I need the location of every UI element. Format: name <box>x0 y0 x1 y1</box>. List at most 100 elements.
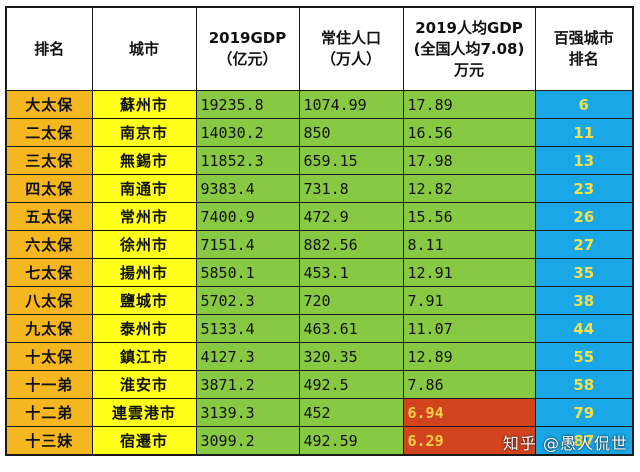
header-population: 常住人口 （万人） <box>298 6 404 91</box>
per-capita-gdp-cell: 6.29 <box>402 426 536 456</box>
rank-cell: 八太保 <box>5 286 93 315</box>
header-gdp: 2019GDP （亿元） <box>195 6 300 91</box>
header-row: 排名 城市 2019GDP （亿元） 常住人口 （万人） 2019人均GDP (全国人… <box>5 6 634 91</box>
gdp-cell: 7151.4 <box>195 230 300 259</box>
table-row: 四太保 南通市 9383.4 731.8 12.82 23 <box>5 174 634 203</box>
table-row: 三太保 無錫市 11852.3 659.15 17.98 13 <box>5 146 634 175</box>
top100-rank-cell: 6 <box>534 90 634 119</box>
gdp-cell: 11852.3 <box>195 146 300 175</box>
city-cell: 無錫市 <box>91 146 197 175</box>
per-capita-gdp-cell: 16.56 <box>402 118 536 147</box>
table-row: 十太保 鎮江市 4127.3 320.35 12.89 55 <box>5 342 634 371</box>
per-capita-gdp-cell: 8.11 <box>402 230 536 259</box>
per-capita-gdp-cell: 12.82 <box>402 174 536 203</box>
gdp-cell: 5702.3 <box>195 286 300 315</box>
gdp-ranking-table: 排名 城市 2019GDP （亿元） 常住人口 （万人） 2019人均GDP (全国人… <box>5 6 634 456</box>
city-cell: 連雲港市 <box>91 398 197 427</box>
population-cell: 731.8 <box>298 174 404 203</box>
gdp-cell: 7400.9 <box>195 202 300 231</box>
top100-rank-cell: 55 <box>534 342 634 371</box>
city-cell: 常州市 <box>91 202 197 231</box>
gdp-cell: 3139.3 <box>195 398 300 427</box>
rank-cell: 四太保 <box>5 174 93 203</box>
population-cell: 452 <box>298 398 404 427</box>
top100-rank-cell: 27 <box>534 230 634 259</box>
population-cell: 850 <box>298 118 404 147</box>
rank-cell: 十二弟 <box>5 398 93 427</box>
top100-rank-cell: 58 <box>534 370 634 399</box>
rank-cell: 十一弟 <box>5 370 93 399</box>
table-row: 大太保 蘇州市 19235.8 1074.99 17.89 6 <box>5 90 634 119</box>
city-cell: 淮安市 <box>91 370 197 399</box>
gdp-cell: 9383.4 <box>195 174 300 203</box>
per-capita-gdp-cell: 7.91 <box>402 286 536 315</box>
header-per-capita-gdp: 2019人均GDP (全国人均7.08) 万元 <box>402 6 536 91</box>
population-cell: 659.15 <box>298 146 404 175</box>
population-cell: 472.9 <box>298 202 404 231</box>
rank-cell: 十太保 <box>5 342 93 371</box>
top100-rank-cell: 79 <box>534 398 634 427</box>
per-capita-gdp-cell: 17.89 <box>402 90 536 119</box>
table-row: 十一弟 淮安市 3871.2 492.5 7.86 58 <box>5 370 634 399</box>
top100-rank-cell: 23 <box>534 174 634 203</box>
top100-rank-cell: 11 <box>534 118 634 147</box>
population-cell: 492.5 <box>298 370 404 399</box>
gdp-cell: 5850.1 <box>195 258 300 287</box>
per-capita-gdp-cell: 12.91 <box>402 258 536 287</box>
header-rank: 排名 <box>5 6 93 91</box>
per-capita-gdp-cell: 17.98 <box>402 146 536 175</box>
table-row: 六太保 徐州市 7151.4 882.56 8.11 27 <box>5 230 634 259</box>
table-row: 八太保 鹽城市 5702.3 720 7.91 38 <box>5 286 634 315</box>
city-cell: 宿遷市 <box>91 426 197 456</box>
table-row: 五太保 常州市 7400.9 472.9 15.56 26 <box>5 202 634 231</box>
population-cell: 720 <box>298 286 404 315</box>
rank-cell: 大太保 <box>5 90 93 119</box>
population-cell: 882.56 <box>298 230 404 259</box>
population-cell: 463.61 <box>298 314 404 343</box>
rank-cell: 六太保 <box>5 230 93 259</box>
top100-rank-cell: 35 <box>534 258 634 287</box>
top100-rank-cell: 87 <box>534 426 634 456</box>
rank-cell: 五太保 <box>5 202 93 231</box>
per-capita-gdp-cell: 6.94 <box>402 398 536 427</box>
table-row: 九太保 泰州市 5133.4 463.61 11.07 44 <box>5 314 634 343</box>
top100-rank-cell: 38 <box>534 286 634 315</box>
gdp-cell: 3871.2 <box>195 370 300 399</box>
population-cell: 492.59 <box>298 426 404 456</box>
gdp-cell: 4127.3 <box>195 342 300 371</box>
city-cell: 泰州市 <box>91 314 197 343</box>
table-row: 十二弟 連雲港市 3139.3 452 6.94 79 <box>5 398 634 427</box>
city-cell: 蘇州市 <box>91 90 197 119</box>
rank-cell: 二太保 <box>5 118 93 147</box>
population-cell: 453.1 <box>298 258 404 287</box>
header-city: 城市 <box>91 6 197 91</box>
rank-cell: 七太保 <box>5 258 93 287</box>
city-cell: 鎮江市 <box>91 342 197 371</box>
watermark: 知乎 @愚人侃世 <box>502 434 628 453</box>
gdp-cell: 5133.4 <box>195 314 300 343</box>
per-capita-gdp-cell: 15.56 <box>402 202 536 231</box>
per-capita-gdp-cell: 12.89 <box>402 342 536 371</box>
per-capita-gdp-cell: 7.86 <box>402 370 536 399</box>
gdp-cell: 14030.2 <box>195 118 300 147</box>
gdp-cell: 19235.8 <box>195 90 300 119</box>
top100-rank-cell: 44 <box>534 314 634 343</box>
city-cell: 鹽城市 <box>91 286 197 315</box>
population-cell: 320.35 <box>298 342 404 371</box>
table-row: 七太保 揚州市 5850.1 453.1 12.91 35 <box>5 258 634 287</box>
table-row: 十三妹 宿遷市 3099.2 492.59 6.29 87 <box>5 426 634 456</box>
table-row: 二太保 南京市 14030.2 850 16.56 11 <box>5 118 634 147</box>
rank-cell: 三太保 <box>5 146 93 175</box>
city-cell: 南京市 <box>91 118 197 147</box>
per-capita-gdp-cell: 11.07 <box>402 314 536 343</box>
top100-rank-cell: 26 <box>534 202 634 231</box>
population-cell: 1074.99 <box>298 90 404 119</box>
city-cell: 揚州市 <box>91 258 197 287</box>
city-cell: 南通市 <box>91 174 197 203</box>
header-top100-rank: 百强城市 排名 <box>534 6 634 91</box>
rank-cell: 九太保 <box>5 314 93 343</box>
top100-rank-cell: 13 <box>534 146 634 175</box>
rank-cell: 十三妹 <box>5 426 93 456</box>
gdp-cell: 3099.2 <box>195 426 300 456</box>
city-cell: 徐州市 <box>91 230 197 259</box>
